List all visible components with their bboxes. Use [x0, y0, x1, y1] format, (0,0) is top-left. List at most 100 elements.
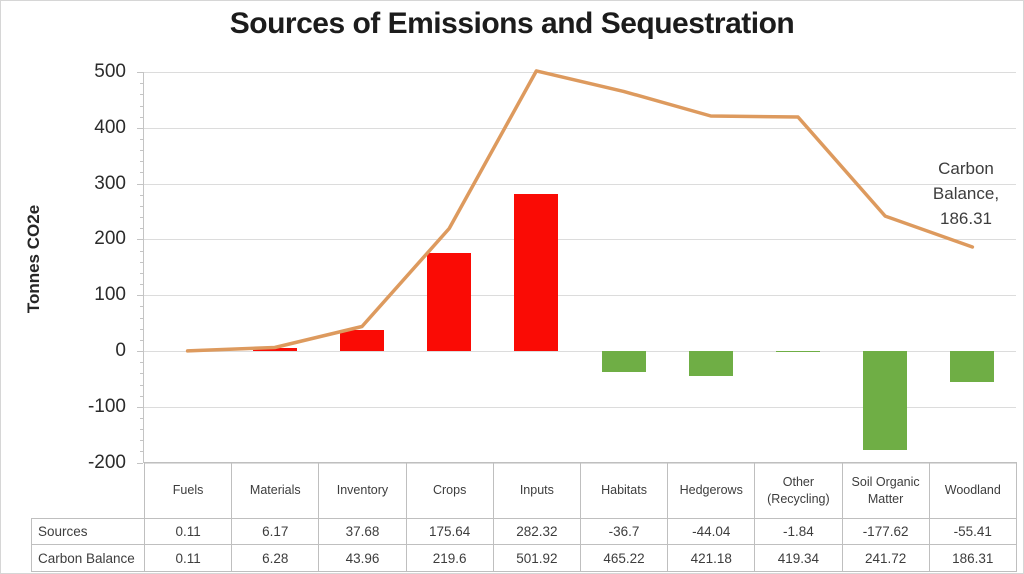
column-header-materials: Materials: [231, 462, 320, 519]
y-tick-label: -100: [87, 395, 126, 417]
y-axis-tick: [140, 328, 143, 330]
cell-carbon-balance-crops: 219.6: [405, 544, 494, 572]
cell-sources-materials: 6.17: [231, 518, 320, 545]
bar-hedgerows: [688, 351, 733, 376]
y-tick-label: 400: [94, 116, 126, 138]
cell-carbon-balance-materials: 6.28: [231, 544, 320, 572]
y-axis-tick: [137, 295, 143, 297]
y-axis-tick: [140, 284, 143, 285]
cell-carbon-balance-inventory: 43.96: [318, 544, 407, 572]
y-axis-tick: [140, 83, 143, 85]
line-end-annotation: Carbon Balance, 186.31: [932, 159, 1000, 228]
bar-woodland: [950, 351, 995, 382]
bar-inputs: [514, 193, 559, 351]
table-header-row: Fuels Materials Inventory Crops Inputs Habita…: [32, 462, 1017, 519]
table-row-sources: Sources 0.11 6.17 37.68 175.64 282.32 -36.7 -44…: [31, 518, 1017, 545]
chart-title: Sources of Emissions and Sequestration: [229, 7, 795, 40]
column-header-other-recycling-: Other (Recycling): [754, 462, 843, 519]
y-axis-title: Tonnes CO2e: [24, 204, 43, 314]
column-header-crops: Crops: [405, 462, 494, 519]
y-axis-tick: [140, 272, 143, 274]
y-axis-tick: [140, 395, 143, 397]
column-header-inventory: Inventory: [318, 462, 407, 519]
gridline-200: [144, 239, 1016, 241]
column-header-woodland: Woodland: [928, 462, 1017, 519]
y-axis-tick: [140, 94, 143, 96]
cell-sources-woodland: -55.41: [928, 518, 1017, 545]
y-tick-label: 0: [115, 340, 126, 361]
cell-carbon-balance-habitats: 465.22: [579, 544, 669, 572]
data-table: Fuels Materials Inventory Crops Inputs Habita…: [31, 462, 1017, 572]
bar-inventory: [340, 330, 384, 351]
cell-sources-habitats: -36.7: [579, 518, 669, 545]
cell-carbon-balance-fuels: 0.11: [143, 544, 233, 572]
y-axis-tick: [140, 139, 143, 140]
column-header-hedgerows: Hedgerows: [667, 462, 756, 519]
y-axis-tick: [140, 373, 143, 375]
cell-sources-inventory: 37.68: [318, 518, 407, 545]
y-axis-tick: [140, 228, 143, 230]
bar-soil-organic-matter: [863, 351, 908, 451]
table-corner-cell: [32, 463, 145, 519]
column-header-soil-organic-matter: Soil Organic Matter: [841, 462, 930, 519]
y-axis-tick: [140, 317, 143, 319]
y-axis-tick: [137, 72, 143, 73]
y-axis-tick: [137, 183, 143, 185]
y-axis-tick: [140, 217, 143, 219]
cell-carbon-balance-hedgerows: 421.18: [667, 544, 756, 572]
cell-carbon-balance-other-recycling-: 419.34: [754, 544, 843, 572]
y-tick-label: -200: [87, 451, 126, 473]
y-axis-tick: [140, 150, 143, 152]
y-axis-tick: [137, 127, 143, 129]
cell-sources-soil-organic-matter: -177.62: [841, 518, 930, 545]
y-axis-tick: [140, 306, 143, 308]
y-tick-label: 500: [94, 61, 126, 82]
y-axis-tick: [140, 116, 143, 118]
y-tick-label: 100: [94, 284, 126, 306]
y-axis-tick: [140, 161, 143, 163]
gridline-300: [144, 183, 1016, 185]
bar-other-recycling-: [776, 351, 820, 352]
y-axis-tick: [140, 384, 143, 386]
cell-sources-inputs: 282.32: [492, 518, 581, 545]
gridline-400: [144, 127, 1016, 129]
gridline--100: [144, 406, 1016, 408]
column-header-inputs: Inputs: [492, 462, 581, 519]
y-axis-tick: [140, 440, 143, 442]
y-axis-tick: [140, 339, 143, 341]
bar-materials: [252, 347, 297, 351]
y-axis-tick: [140, 429, 143, 431]
row-label-sources: Sources: [31, 518, 145, 545]
gridline-100: [144, 295, 1016, 297]
y-axis-tick: [140, 451, 143, 453]
y-axis-tick: [140, 194, 143, 196]
cell-carbon-balance-inputs: 501.92: [492, 544, 581, 572]
row-label-carbon-balance: Carbon Balance: [31, 544, 145, 572]
cell-sources-crops: 175.64: [405, 518, 494, 545]
y-axis-tick: [140, 362, 143, 364]
y-axis-tick: [140, 250, 143, 252]
table-row-carbon-balance: Carbon Balance 0.11 6.28 43.96 219.6 501.92 46…: [31, 544, 1017, 572]
column-header-habitats: Habitats: [579, 462, 669, 519]
cell-sources-hedgerows: -44.04: [667, 518, 756, 545]
y-tick-label: 300: [94, 172, 126, 194]
bar-crops: [427, 253, 472, 351]
y-axis-tick: [140, 105, 143, 107]
bar-habitats: [601, 351, 646, 372]
y-axis-tick: [137, 406, 143, 408]
cell-sources-other-recycling-: -1.84: [754, 518, 843, 545]
carbon-balance-polyline: [185, 69, 975, 353]
y-axis-tick: [137, 239, 143, 241]
y-axis-tick: [137, 351, 143, 352]
column-header-fuels: Fuels: [143, 462, 233, 519]
cell-carbon-balance-soil-organic-matter: 241.72: [841, 544, 930, 572]
y-axis-tick: [140, 172, 143, 174]
y-axis-tick: [137, 462, 143, 464]
y-axis-tick: [140, 205, 143, 207]
y-axis-tick: [140, 418, 143, 419]
y-axis-tick: [140, 261, 143, 263]
cell-carbon-balance-woodland: 186.31: [928, 544, 1017, 572]
y-axis-line: [143, 72, 144, 463]
cell-sources-fuels: 0.11: [143, 518, 233, 545]
